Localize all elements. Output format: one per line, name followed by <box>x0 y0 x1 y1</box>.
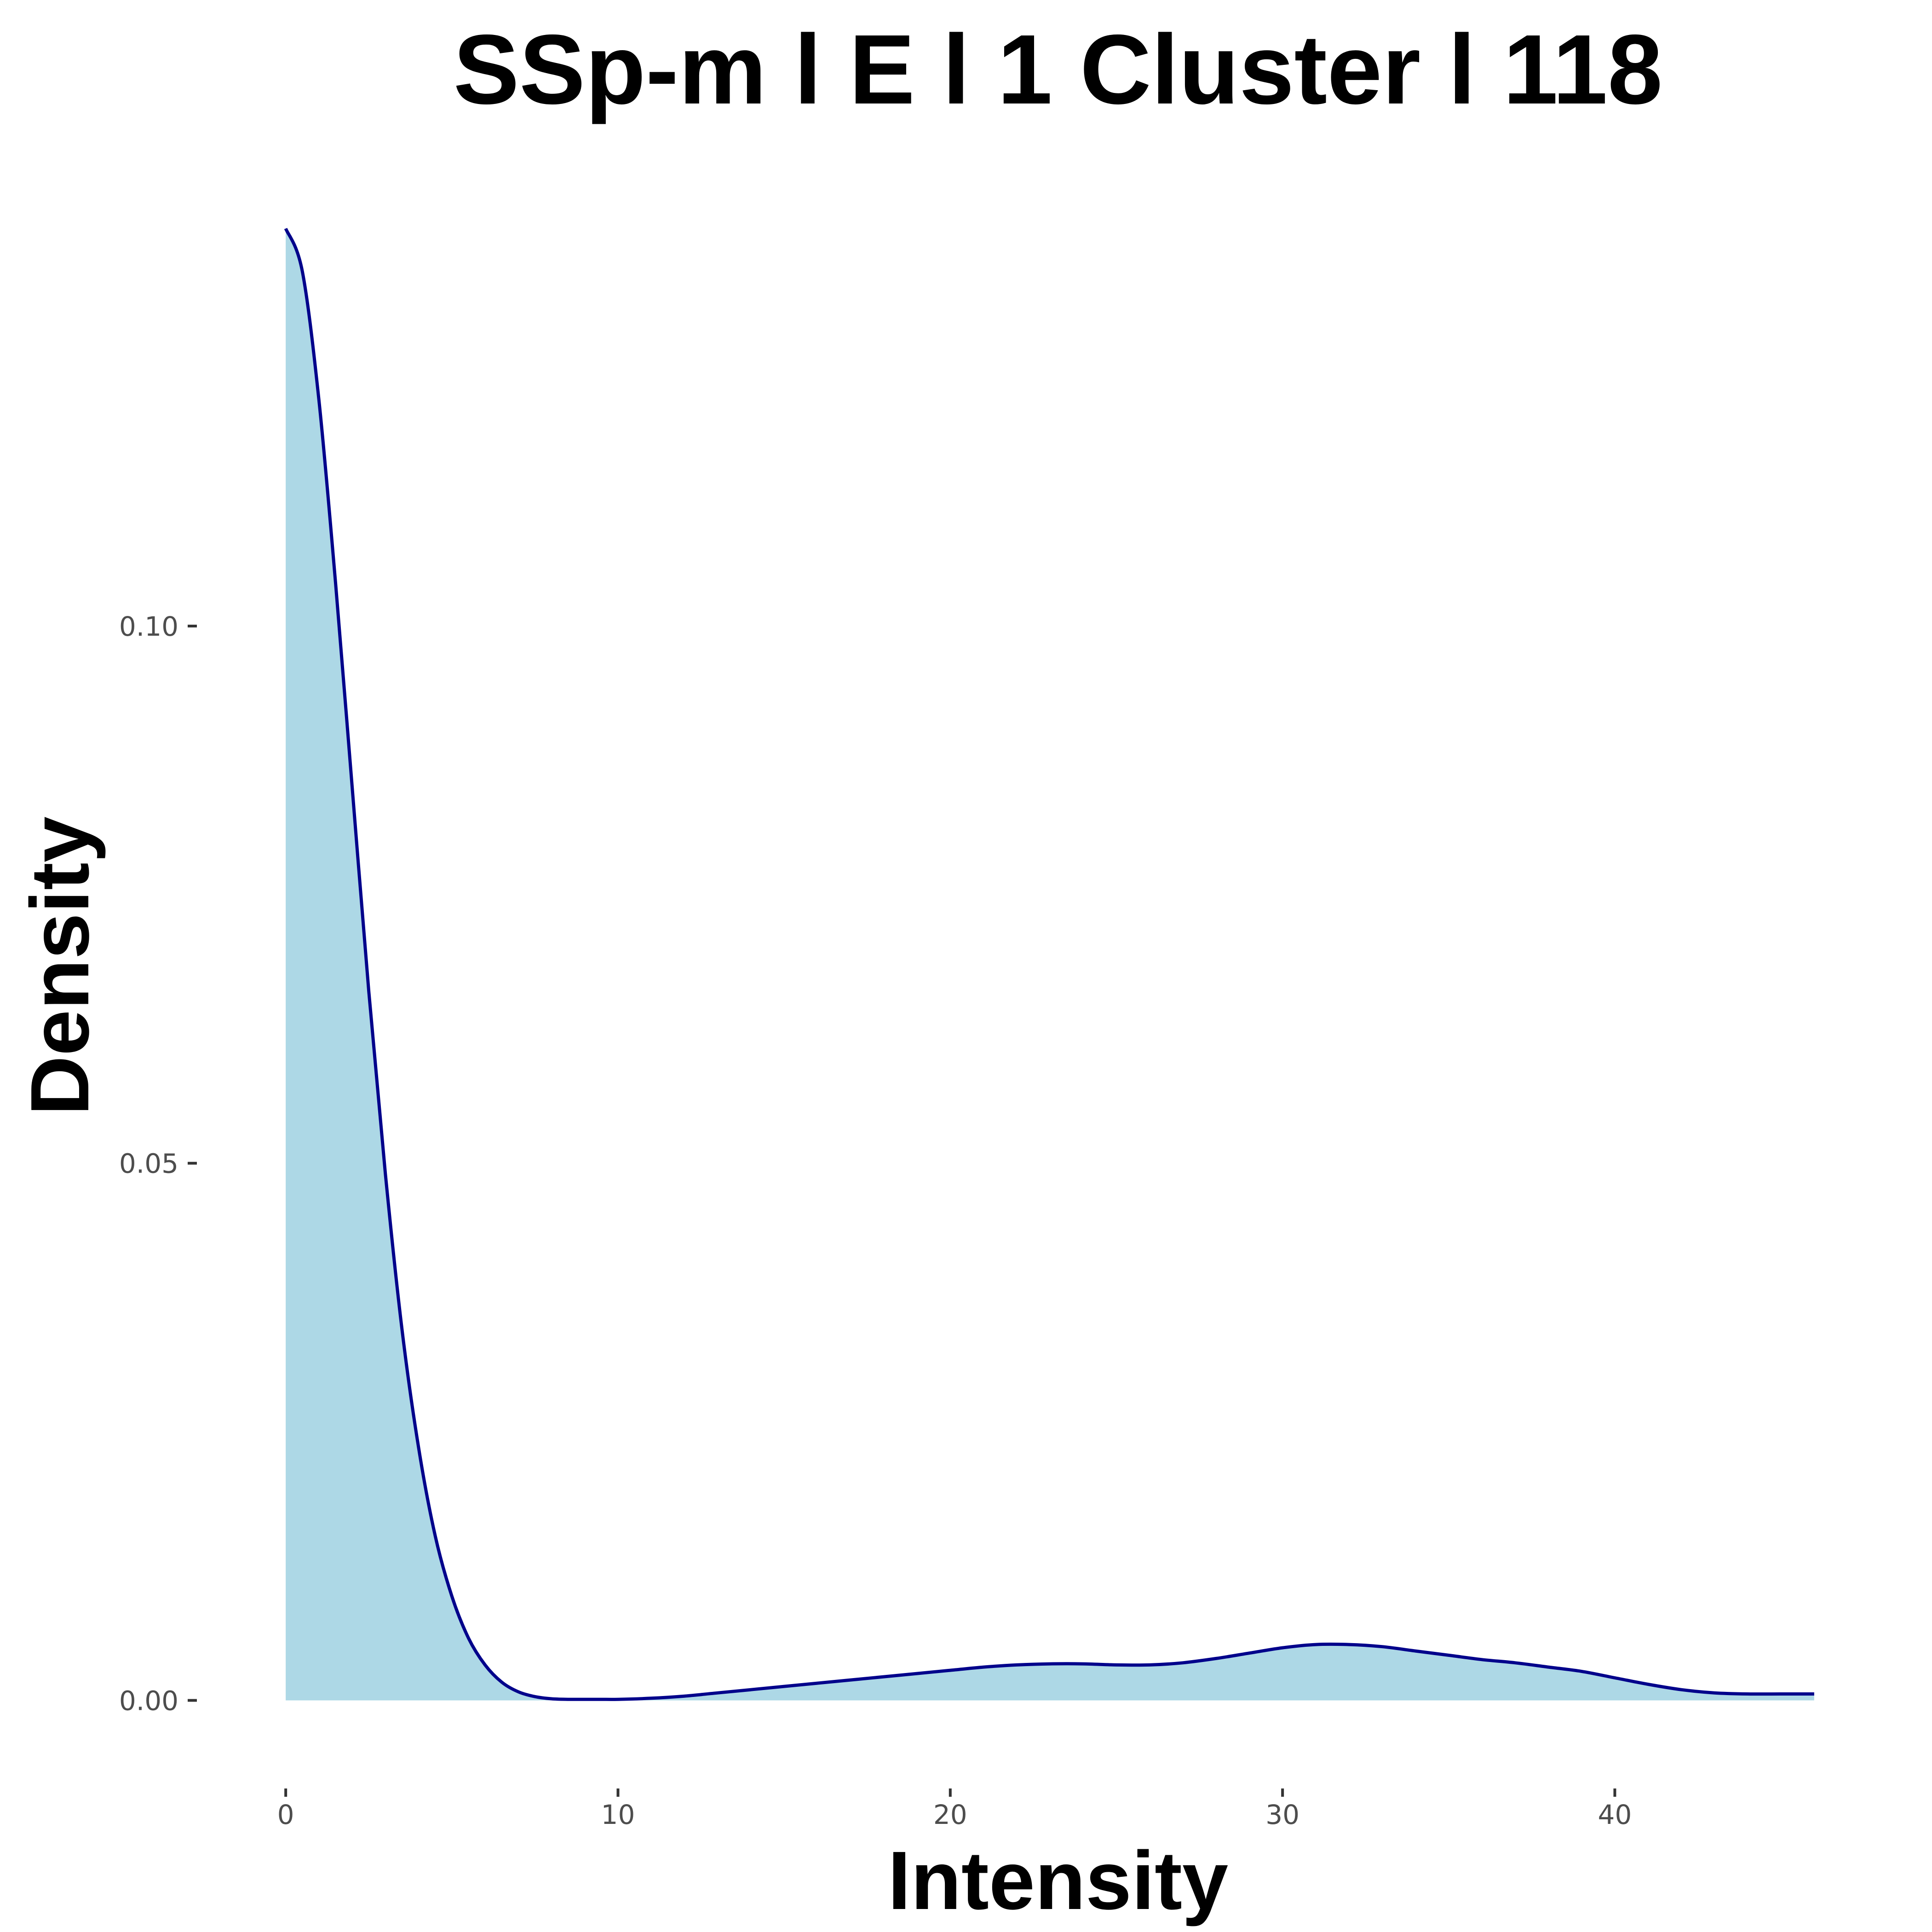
density-curve-line <box>284 228 1814 1701</box>
y-tick-label: 0.00 <box>119 1685 178 1717</box>
y-axis-title: Density <box>14 816 106 1116</box>
density-area-fill <box>286 228 1814 1701</box>
x-axis-title: Intensity <box>888 1834 1228 1927</box>
y-tick-label: 0.05 <box>119 1148 178 1179</box>
x-tick-label: 30 <box>1265 1799 1300 1830</box>
y-tick-label: 0.10 <box>119 611 178 642</box>
x-tick-label: 20 <box>933 1799 967 1830</box>
x-axis: 0 10 20 30 40 <box>277 1788 1632 1830</box>
x-tick-label: 40 <box>1598 1799 1632 1830</box>
plot-area <box>284 228 1814 1701</box>
x-tick-label: 10 <box>601 1799 635 1830</box>
y-axis: 0.00 0.05 0.10 <box>119 611 197 1717</box>
chart-title: SSp-m l E l 1 Cluster l 118 <box>454 14 1663 125</box>
x-tick-label: 0 <box>277 1799 294 1830</box>
